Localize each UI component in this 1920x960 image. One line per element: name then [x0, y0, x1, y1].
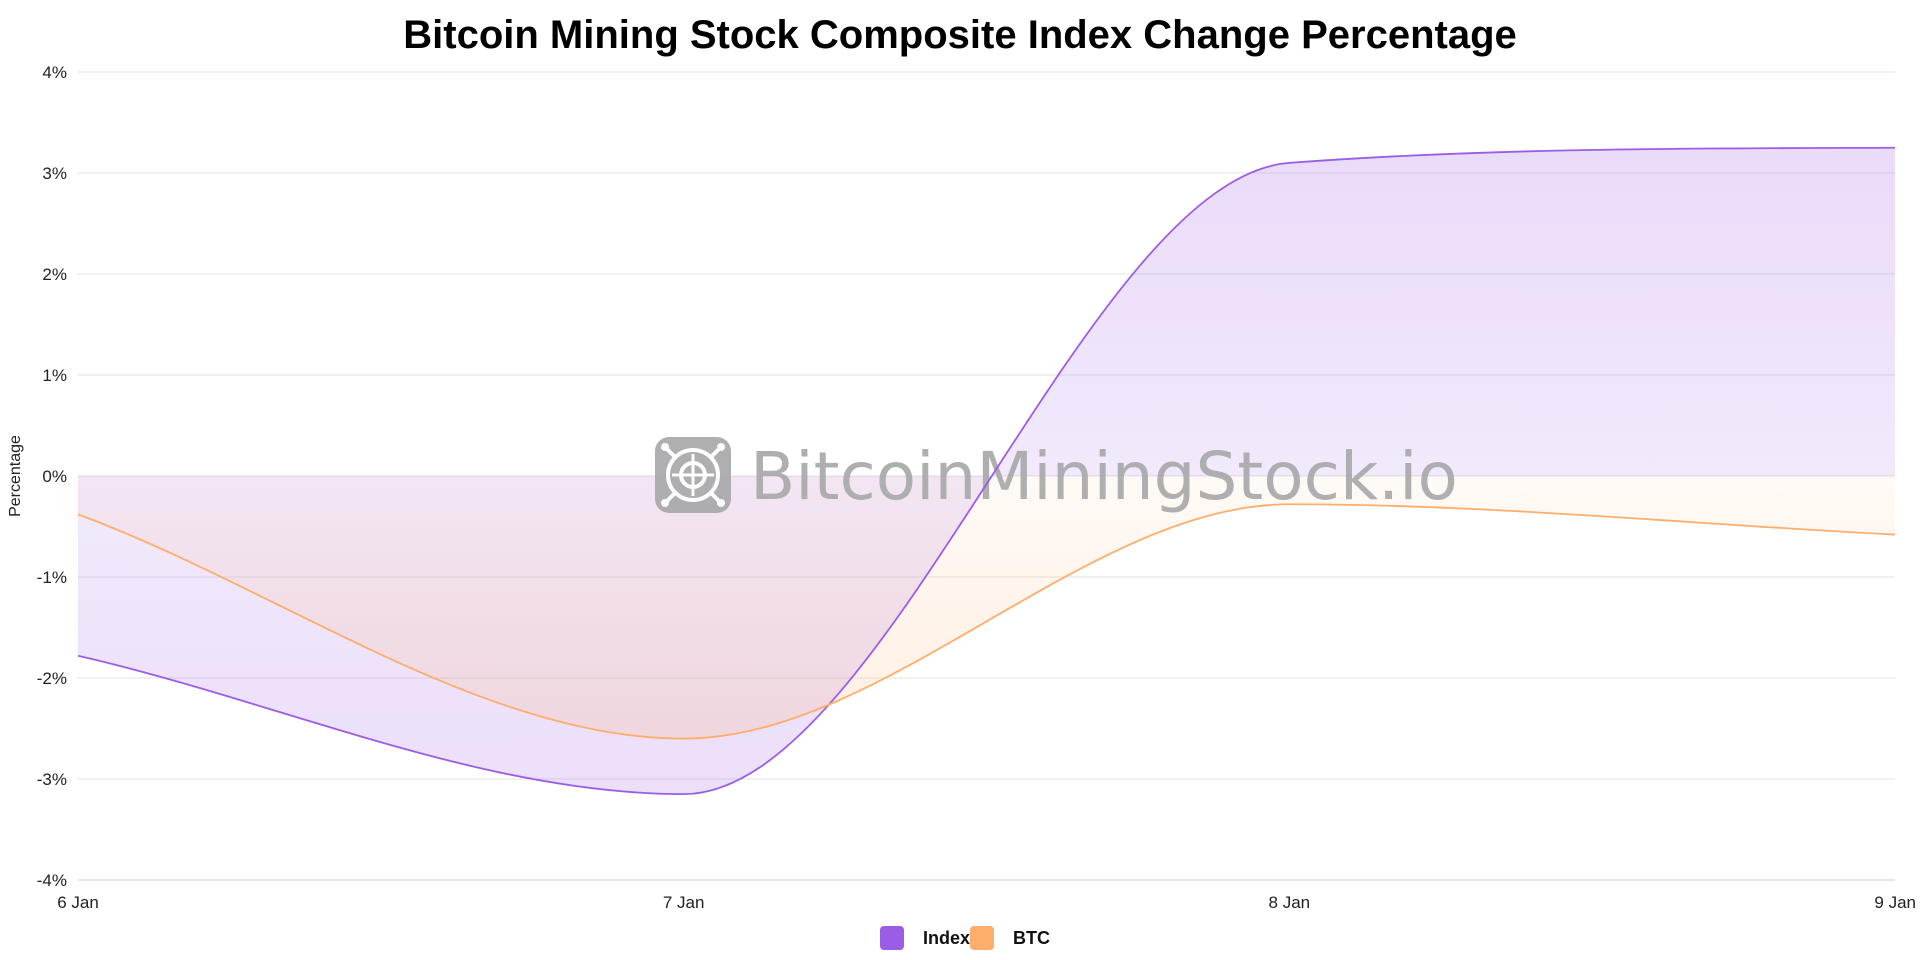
y-tick-label: 2%	[42, 265, 67, 284]
y-tick-label: 4%	[42, 63, 67, 82]
y-tick-label: 3%	[42, 164, 67, 183]
x-tick-label: 6 Jan	[57, 893, 99, 912]
index-line	[77, 146, 1896, 796]
legend-label-index[interactable]: Index	[923, 928, 970, 948]
legend-label-btc[interactable]: BTC	[1013, 928, 1050, 948]
btc-area	[78, 476, 1895, 739]
index-area-positive	[78, 147, 1895, 476]
chart-title: Bitcoin Mining Stock Composite Index Cha…	[403, 13, 1517, 57]
x-axis-ticks: 6 Jan 7 Jan 8 Jan 9 Jan	[57, 893, 1916, 912]
y-axis-label: Percentage	[7, 435, 24, 517]
y-axis-ticks: 4% 3% 2% 1% 0% -1% -2% -3% -4%	[37, 63, 67, 890]
y-tick-label: -1%	[37, 568, 67, 587]
x-tick-label: 7 Jan	[663, 893, 705, 912]
y-tick-label: 1%	[42, 366, 67, 385]
y-tick-label: 0%	[42, 467, 67, 486]
mining-rig-logo-icon	[655, 437, 731, 513]
y-tick-label: -4%	[37, 871, 67, 890]
y-tick-label: -3%	[37, 770, 67, 789]
series-lines	[77, 146, 1896, 796]
watermark-text: BitcoinMiningStock.io	[750, 438, 1458, 515]
x-tick-label: 9 Jan	[1874, 893, 1916, 912]
x-tick-label: 8 Jan	[1269, 893, 1311, 912]
legend-swatch-index	[880, 926, 904, 950]
btc-line	[77, 503, 1896, 740]
legend: Index BTC	[880, 926, 1050, 950]
watermark: BitcoinMiningStock.io	[655, 437, 1458, 515]
y-tick-label: -2%	[37, 669, 67, 688]
legend-swatch-btc	[970, 926, 994, 950]
